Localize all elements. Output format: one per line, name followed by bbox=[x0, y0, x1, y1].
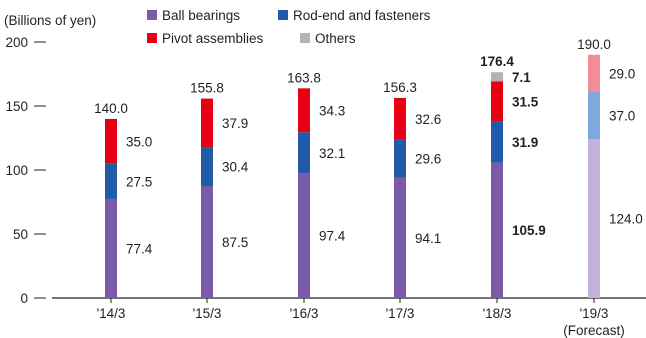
bar-segment-ball-bearings bbox=[394, 177, 406, 298]
bar-segment-pivot-assemblies bbox=[298, 88, 310, 133]
bar-segment-rod-end-and-fasteners bbox=[105, 163, 117, 199]
bar-segment-pivot-assemblies bbox=[201, 98, 213, 148]
bar-segment-others bbox=[491, 72, 503, 82]
bar-segment-rod-end-and-fasteners bbox=[491, 121, 503, 163]
bar-segment-ball-bearings bbox=[105, 198, 117, 298]
bar-segment-ball-bearings bbox=[201, 186, 213, 298]
total-value-label: 155.8 bbox=[190, 81, 224, 96]
legend-label-2: Pivot assemblies bbox=[162, 31, 264, 46]
legend-swatch-1 bbox=[278, 10, 288, 20]
total-value-label: 163.8 bbox=[287, 70, 321, 85]
bar-segment-rod-end-and-fasteners bbox=[394, 139, 406, 178]
y-tick-label: 0 bbox=[20, 291, 28, 306]
total-value-label: 176.4 bbox=[480, 54, 514, 69]
segment-value-label: 37.0 bbox=[609, 109, 635, 124]
y-tick-label: 150 bbox=[5, 99, 28, 114]
x-tick-label: '16/3 bbox=[290, 306, 319, 321]
segment-value-label: 35.0 bbox=[126, 134, 152, 149]
x-tick-label: '15/3 bbox=[193, 306, 222, 321]
bar-segment-ball-bearings bbox=[491, 162, 503, 298]
segment-value-label: 31.9 bbox=[512, 135, 538, 150]
legend-label-1: Rod-end and fasteners bbox=[293, 8, 431, 23]
segment-value-label: 124.0 bbox=[609, 212, 643, 227]
bar-segment-ball-bearings bbox=[298, 173, 310, 298]
legend-swatch-0 bbox=[147, 10, 157, 20]
x-tick-label: '19/3 bbox=[580, 306, 609, 321]
y-axis-label: (Billions of yen) bbox=[4, 13, 96, 28]
segment-value-label: 32.6 bbox=[415, 112, 441, 127]
segment-value-label: 34.3 bbox=[319, 103, 345, 118]
segment-value-label: 29.0 bbox=[609, 66, 635, 81]
segment-value-label: 77.4 bbox=[126, 241, 153, 256]
segment-value-label: 30.4 bbox=[222, 160, 249, 175]
segment-value-label: 105.9 bbox=[512, 223, 546, 238]
forecast-note: (Forecast) bbox=[563, 323, 625, 338]
legend-swatch-3 bbox=[300, 33, 310, 43]
total-value-label: 156.3 bbox=[383, 80, 417, 95]
bar-segment-rod-end-and-fasteners bbox=[588, 91, 600, 140]
segment-value-label: 29.6 bbox=[415, 152, 441, 167]
legend-swatch-2 bbox=[147, 33, 157, 43]
bar-segment-pivot-assemblies bbox=[588, 54, 600, 92]
x-tick-label: '18/3 bbox=[483, 306, 512, 321]
bar-segment-pivot-assemblies bbox=[105, 118, 117, 164]
segment-value-label: 7.1 bbox=[512, 70, 531, 85]
y-tick-label: 200 bbox=[5, 35, 28, 50]
segment-value-label: 97.4 bbox=[319, 229, 346, 244]
x-tick-label: '17/3 bbox=[386, 306, 415, 321]
segment-value-label: 87.5 bbox=[222, 235, 248, 250]
segment-value-label: 27.5 bbox=[126, 174, 152, 189]
bar-segment-rod-end-and-fasteners bbox=[298, 132, 310, 174]
total-value-label: 140.0 bbox=[94, 101, 128, 116]
bar-segment-rod-end-and-fasteners bbox=[201, 147, 213, 186]
segment-value-label: 32.1 bbox=[319, 146, 345, 161]
legend-label-3: Others bbox=[315, 31, 356, 46]
segment-value-label: 37.9 bbox=[222, 116, 248, 131]
bar-segment-ball-bearings bbox=[588, 139, 600, 298]
y-tick-label: 100 bbox=[5, 163, 28, 178]
total-value-label: 190.0 bbox=[577, 37, 611, 52]
segment-value-label: 31.5 bbox=[512, 94, 539, 109]
bar-segment-pivot-assemblies bbox=[394, 97, 406, 140]
legend-label-0: Ball bearings bbox=[162, 8, 240, 23]
segment-value-label: 94.1 bbox=[415, 231, 441, 246]
y-tick-label: 50 bbox=[13, 227, 28, 242]
x-tick-label: '14/3 bbox=[97, 306, 126, 321]
bar-segment-pivot-assemblies bbox=[491, 81, 503, 122]
